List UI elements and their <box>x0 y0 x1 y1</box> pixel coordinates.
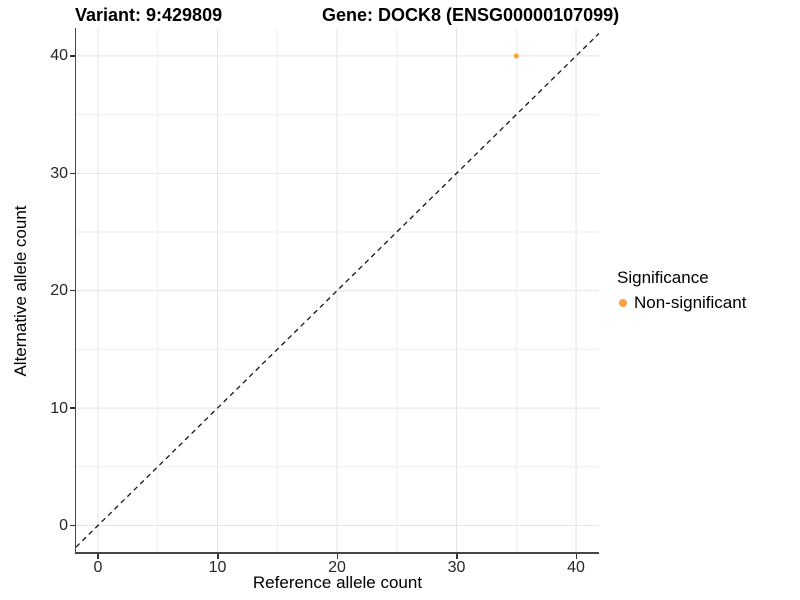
x-tick-mark <box>575 553 578 559</box>
x-tick-mark <box>217 553 219 559</box>
y-tick-label: 20 <box>50 282 68 300</box>
x-tick-label: 40 <box>567 559 585 576</box>
plot-canvas <box>76 28 599 552</box>
y-tick-label: 40 <box>50 47 68 65</box>
legend-item: Non-significant <box>617 293 746 313</box>
x-tick-label: 0 <box>93 559 103 576</box>
y-axis-title: Alternative allele count <box>11 205 30 377</box>
x-tick-mark <box>97 553 99 559</box>
y-tick-label: 0 <box>59 516 68 534</box>
y-tick-mark <box>69 55 75 57</box>
x-tick-mark <box>456 553 458 559</box>
legend-point-swatch-icon <box>619 299 627 307</box>
x-tick-mark <box>336 553 339 559</box>
y-tick-mark <box>69 289 75 292</box>
legend: Significance Non-significant <box>617 268 746 313</box>
x-tick-label: 20 <box>328 559 346 576</box>
y-tick-mark <box>69 524 75 527</box>
x-axis-title: Reference allele count <box>252 573 423 592</box>
legend-title: Significance <box>617 268 709 287</box>
y-tick-label: 30 <box>50 164 68 182</box>
y-axis-line <box>74 28 76 554</box>
plot-panel <box>76 28 599 552</box>
y-tick-mark <box>69 172 75 175</box>
data-point <box>513 53 519 59</box>
plot-title-variant: Variant: 9:429809 <box>75 5 223 25</box>
y-tick-label: 10 <box>50 399 68 417</box>
x-tick-label: 10 <box>208 559 227 576</box>
y-tick-mark <box>69 407 75 409</box>
x-axis-line <box>74 552 599 554</box>
legend-item-label: Non-significant <box>634 293 747 312</box>
x-tick-label: 30 <box>447 559 466 576</box>
plot-title-gene: Gene: DOCK8 (ENSG00000107099) <box>322 5 620 25</box>
